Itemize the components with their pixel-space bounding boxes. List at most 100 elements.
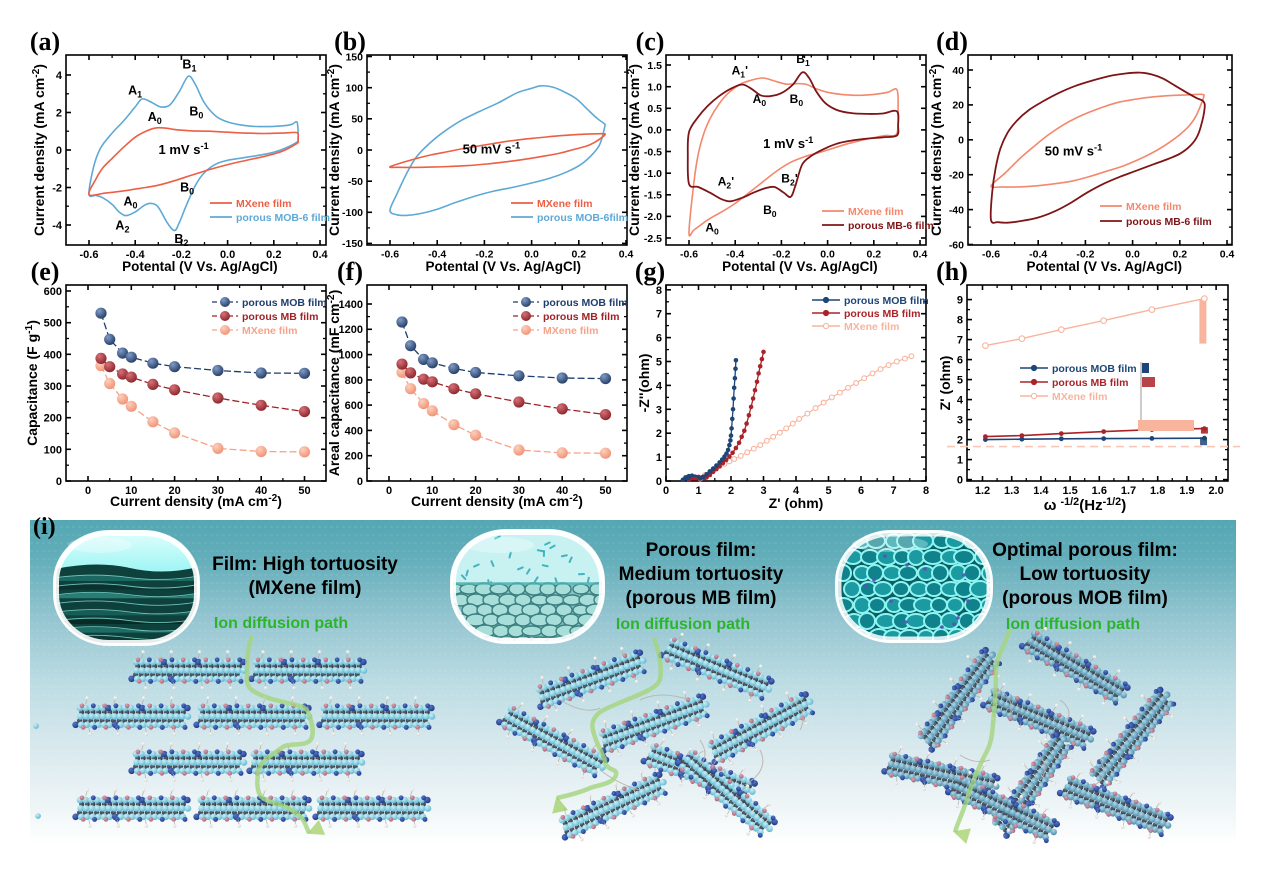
svg-text:(MXene film): (MXene film) xyxy=(249,578,362,599)
svg-text:1.3: 1.3 xyxy=(1004,485,1019,497)
svg-text:Medium tortuosity: Medium tortuosity xyxy=(619,564,784,585)
svg-text:-0.4: -0.4 xyxy=(428,249,446,261)
svg-text:8: 8 xyxy=(957,315,963,327)
svg-text:0.4: 0.4 xyxy=(619,249,634,261)
svg-text:0: 0 xyxy=(357,145,363,157)
svg-text:-100: -100 xyxy=(342,207,363,219)
svg-text:3: 3 xyxy=(957,415,963,427)
svg-text:1.4: 1.4 xyxy=(1033,485,1049,497)
svg-text:B1 ': B1 ' xyxy=(796,52,813,68)
svg-text:MXene film: MXene film xyxy=(1126,201,1181,213)
svg-text:porous MOB film: porous MOB film xyxy=(844,295,929,307)
svg-text:0.5: 0.5 xyxy=(647,103,662,115)
svg-text:2: 2 xyxy=(656,428,662,440)
svg-text:40: 40 xyxy=(952,65,964,77)
svg-text:600: 600 xyxy=(345,400,363,412)
svg-text:B0: B0 xyxy=(763,203,777,219)
svg-text:0: 0 xyxy=(85,485,91,497)
svg-text:150: 150 xyxy=(345,51,363,63)
svg-text:50: 50 xyxy=(298,485,310,497)
svg-text:B1: B1 xyxy=(182,57,196,73)
svg-text:A2 ': A2 ' xyxy=(718,174,735,190)
svg-text:Potental (V Vs. Ag/AgCl): Potental (V Vs. Ag/AgCl) xyxy=(122,259,278,274)
svg-text:0.4: 0.4 xyxy=(1220,249,1235,261)
svg-text:MXene film: MXene film xyxy=(844,321,899,333)
svg-text:B0: B0 xyxy=(790,92,804,108)
svg-text:Ion diffusion path: Ion diffusion path xyxy=(616,616,750,633)
svg-text:1: 1 xyxy=(957,455,963,467)
svg-text:Current density (mA cm-2 ): Current density (mA cm-2 ) xyxy=(326,64,342,236)
svg-text:1.2: 1.2 xyxy=(975,485,990,497)
svg-text:-150: -150 xyxy=(342,238,363,250)
svg-text:0: 0 xyxy=(386,485,392,497)
svg-text:1.0: 1.0 xyxy=(647,81,662,93)
svg-text:porous MB film: porous MB film xyxy=(242,311,318,323)
svg-text:1.5: 1.5 xyxy=(1062,485,1077,497)
svg-text:(h): (h) xyxy=(936,257,968,286)
svg-text:(d): (d) xyxy=(936,27,968,56)
svg-text:porous MOB film: porous MOB film xyxy=(242,297,327,309)
svg-text:-20: -20 xyxy=(949,169,964,181)
svg-text:1200: 1200 xyxy=(339,324,363,336)
svg-text:0.4: 0.4 xyxy=(913,249,928,261)
svg-text:2: 2 xyxy=(957,435,963,447)
svg-text:porous MOB-6 film: porous MOB-6 film xyxy=(236,212,330,224)
svg-text:(c): (c) xyxy=(636,27,665,56)
svg-text:(porous MOB film): (porous MOB film) xyxy=(1002,588,1168,609)
svg-text:6: 6 xyxy=(957,355,963,367)
svg-text:2: 2 xyxy=(56,107,62,119)
svg-text:1000: 1000 xyxy=(339,350,363,362)
svg-text:1.6: 1.6 xyxy=(1092,485,1107,497)
svg-text:Potental (V Vs. Ag/AgCl): Potental (V Vs. Ag/AgCl) xyxy=(426,259,582,274)
svg-text:-0.6: -0.6 xyxy=(381,249,399,261)
svg-text:(porous MB film): (porous MB film) xyxy=(626,588,777,609)
svg-text:1 mV s-1: 1 mV s-1 xyxy=(159,140,209,157)
svg-text:B2 ': B2 ' xyxy=(781,172,798,188)
svg-text:MXene film: MXene film xyxy=(1052,391,1107,403)
svg-text:5: 5 xyxy=(825,485,831,497)
svg-text:Current density (mA cm-2 ): Current density (mA cm-2 ) xyxy=(626,64,642,236)
svg-text:Areal capacitance (mF cm-2 ): Areal capacitance (mF cm-2 ) xyxy=(326,290,342,477)
svg-text:0: 0 xyxy=(656,476,662,488)
svg-text:7: 7 xyxy=(890,485,896,497)
svg-text:8: 8 xyxy=(923,485,929,497)
svg-text:1.7: 1.7 xyxy=(1121,485,1136,497)
svg-text:200: 200 xyxy=(44,413,62,425)
svg-text:8: 8 xyxy=(656,285,662,297)
svg-text:Current density (mA cm-2 ): Current density (mA cm-2 ) xyxy=(928,64,944,236)
svg-text:300: 300 xyxy=(44,381,62,393)
svg-text:Z' (ohm): Z' (ohm) xyxy=(769,495,824,511)
svg-text:-1.0: -1.0 xyxy=(644,168,662,180)
svg-text:MXene film: MXene film xyxy=(848,206,903,218)
svg-text:5: 5 xyxy=(957,375,963,387)
svg-text:4: 4 xyxy=(656,380,663,392)
svg-text:1.5: 1.5 xyxy=(647,60,662,72)
svg-text:(i): (i) xyxy=(33,514,56,540)
svg-text:20: 20 xyxy=(952,100,964,112)
svg-text:100: 100 xyxy=(44,444,62,456)
svg-text:0.0: 0.0 xyxy=(647,125,662,137)
svg-text:4: 4 xyxy=(56,70,63,82)
svg-text:50: 50 xyxy=(599,485,611,497)
svg-text:20: 20 xyxy=(168,485,180,497)
svg-text:ω -1/2 (Hz-1/2 ): ω -1/2 (Hz-1/2 ) xyxy=(1044,496,1127,514)
svg-text:-2.0: -2.0 xyxy=(644,211,662,223)
svg-text:7: 7 xyxy=(957,335,963,347)
svg-text:0: 0 xyxy=(357,476,363,488)
svg-text:Optimal porous film:: Optimal porous film: xyxy=(992,540,1178,561)
svg-text:40: 40 xyxy=(255,485,267,497)
svg-text:MXene film: MXene film xyxy=(236,198,291,210)
svg-text:1400: 1400 xyxy=(339,299,363,311)
svg-text:porous MB-6 film: porous MB-6 film xyxy=(848,220,934,232)
svg-text:A1: A1 xyxy=(128,84,142,100)
svg-text:50 mV s-1: 50 mV s-1 xyxy=(1045,142,1103,159)
svg-text:-0.6: -0.6 xyxy=(982,249,1000,261)
svg-text:B2: B2 xyxy=(174,232,188,248)
svg-text:0.0: 0.0 xyxy=(220,249,235,261)
svg-text:Ion diffusion path: Ion diffusion path xyxy=(214,615,348,632)
svg-text:A2: A2 xyxy=(115,219,129,235)
svg-text:Ion diffusion path: Ion diffusion path xyxy=(1006,616,1140,633)
svg-text:0: 0 xyxy=(56,145,62,157)
svg-text:A1 ': A1 ' xyxy=(732,64,749,80)
svg-text:A0: A0 xyxy=(705,221,719,237)
